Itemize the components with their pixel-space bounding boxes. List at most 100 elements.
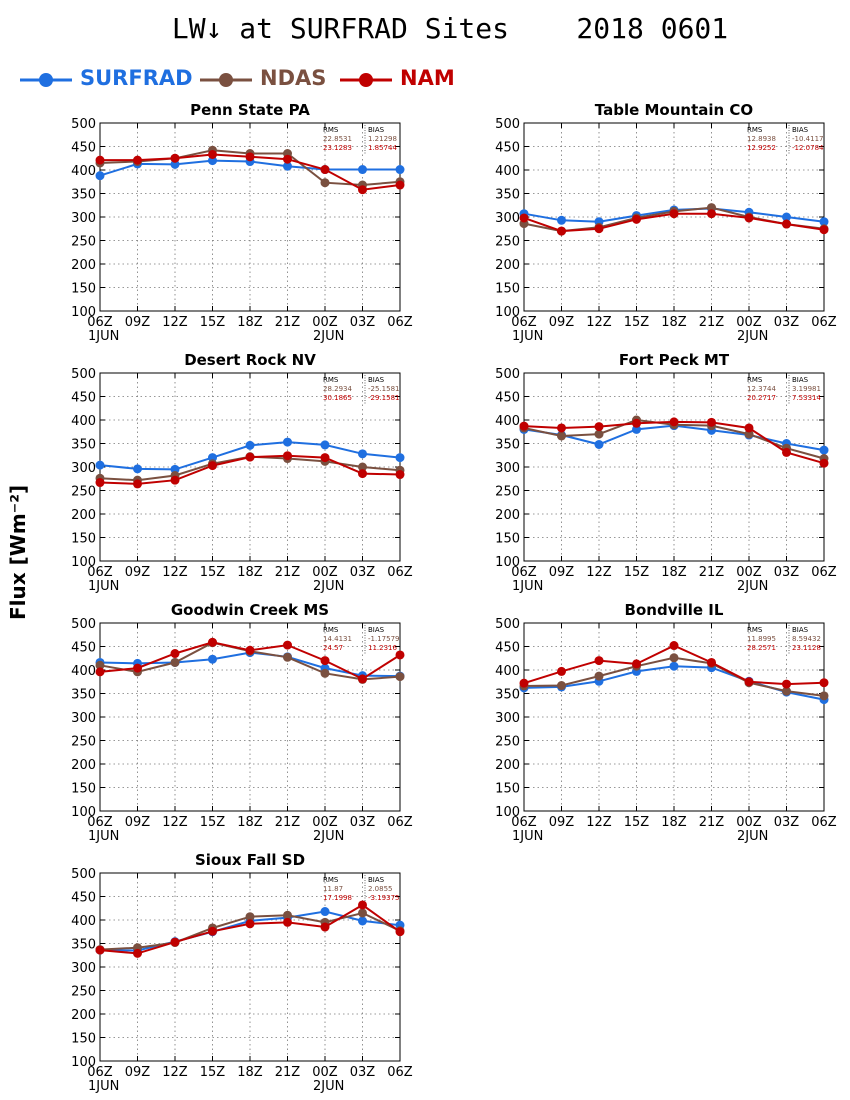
- stats-header-bias: BIAS: [368, 626, 385, 634]
- x-tick-label: 21Z: [275, 315, 301, 330]
- data-point-ndas: [669, 653, 679, 663]
- y-tick-label: 350: [495, 188, 520, 203]
- x-tick-label: 00Z: [312, 815, 338, 830]
- data-point-nam: [320, 453, 330, 463]
- y-tick-label: 500: [71, 617, 96, 632]
- x-tick-label: 03Z: [774, 565, 800, 580]
- x-tick-label: 03Z: [350, 315, 376, 330]
- y-tick-label: 100: [495, 305, 520, 320]
- data-point-ndas: [557, 431, 566, 441]
- data-point-nam: [669, 417, 679, 427]
- stats-header-rms: RMS: [747, 626, 763, 634]
- y-tick-label: 150: [495, 532, 520, 547]
- x-tick-label: 12Z: [586, 565, 612, 580]
- stats-bias-value: 7.53314: [792, 394, 821, 402]
- legend-swatch-surfrad: [20, 73, 72, 87]
- stats-header-rms: RMS: [747, 376, 763, 384]
- y-tick-label: 450: [71, 141, 96, 156]
- x-tick-label: 06Z: [811, 815, 837, 830]
- data-point-nam: [95, 478, 105, 488]
- data-point-nam: [95, 155, 105, 165]
- legend-label-nam: NAM: [400, 66, 455, 90]
- x-tick-label: 00Z: [312, 315, 338, 330]
- stats-bias-value: 11.2316: [368, 644, 397, 652]
- y-tick-label: 350: [71, 188, 96, 203]
- stats-header-bias: BIAS: [792, 376, 809, 384]
- data-point-nam: [95, 667, 105, 677]
- stats-header-bias: BIAS: [368, 376, 385, 384]
- stats-bias-value: -3.19375: [368, 894, 399, 902]
- x-tick-label: 06Z: [511, 315, 537, 330]
- y-tick-label: 250: [495, 235, 520, 250]
- x-day-label-mid: 2JUN: [313, 1079, 344, 1094]
- chart-title: Sioux Fall SD: [195, 851, 305, 869]
- y-tick-label: 200: [71, 258, 96, 273]
- chart-panel-3: Fort Peck MT 100 150 200 250 300 350 400 450 500 0…: [495, 351, 837, 594]
- data-point-ndas: [245, 912, 255, 922]
- stats-header-rms: RMS: [323, 626, 339, 634]
- stats-header-bias: BIAS: [368, 876, 385, 884]
- stats-rms-value: 12.3744: [747, 385, 776, 393]
- y-tick-label: 450: [71, 891, 96, 906]
- y-tick-label: 200: [495, 258, 520, 273]
- stats-bias-value: -10.4117: [792, 135, 823, 143]
- y-tick-label: 300: [71, 211, 96, 226]
- y-tick-label: 200: [495, 758, 520, 773]
- x-tick-label: 06Z: [811, 315, 837, 330]
- data-point-nam: [782, 679, 791, 689]
- chart-title: Table Mountain CO: [595, 101, 753, 119]
- y-tick-label: 500: [71, 867, 96, 882]
- data-point-surfrad: [819, 445, 829, 455]
- stats-bias-value: -1.17579: [368, 635, 399, 643]
- data-point-surfrad: [594, 439, 604, 449]
- stats-bias-value: -12.0784: [792, 144, 824, 152]
- x-tick-label: 00Z: [736, 315, 762, 330]
- data-point-nam: [320, 656, 330, 666]
- y-tick-label: 100: [71, 805, 96, 820]
- x-tick-label: 15Z: [624, 815, 650, 830]
- data-point-nam: [208, 637, 217, 647]
- data-point-nam: [208, 461, 217, 471]
- data-point-surfrad: [320, 440, 330, 450]
- y-tick-label: 100: [71, 305, 96, 320]
- data-point-nam: [819, 458, 829, 468]
- x-tick-label: 15Z: [200, 815, 226, 830]
- x-tick-label: 03Z: [774, 815, 800, 830]
- stats-bias-value: 8.59432: [792, 635, 821, 643]
- data-point-ndas: [594, 429, 604, 439]
- y-tick-label: 300: [495, 711, 520, 726]
- y-tick-label: 350: [71, 938, 96, 953]
- legend-label-ndas: NDAS: [260, 66, 327, 90]
- y-tick-label: 400: [71, 164, 96, 179]
- y-tick-label: 450: [495, 391, 520, 406]
- data-point-nam: [632, 659, 641, 669]
- y-tick-label: 350: [71, 688, 96, 703]
- y-tick-label: 250: [71, 235, 96, 250]
- x-day-label-start: 1JUN: [88, 329, 119, 344]
- stats-rms-value: 11.8995: [747, 635, 776, 643]
- y-tick-label: 300: [71, 461, 96, 476]
- x-tick-label: 12Z: [162, 315, 188, 330]
- y-tick-label: 300: [71, 711, 96, 726]
- x-tick-label: 06Z: [387, 315, 413, 330]
- y-tick-label: 500: [71, 117, 96, 132]
- legend-swatch-ndas: [200, 73, 252, 87]
- stats-rms-value: 12.8938: [747, 135, 776, 143]
- chart-title: Desert Rock NV: [184, 351, 316, 369]
- x-day-label-start: 1JUN: [512, 329, 543, 344]
- data-point-nam: [208, 926, 217, 936]
- data-point-nam: [744, 213, 754, 223]
- stats-rms-value: 11.87: [323, 885, 343, 893]
- data-point-nam: [744, 677, 754, 687]
- data-point-ndas: [320, 668, 330, 678]
- x-tick-label: 06Z: [387, 1065, 413, 1080]
- data-point-nam: [594, 224, 604, 234]
- y-tick-label: 200: [495, 508, 520, 523]
- x-tick-label: 18Z: [237, 1065, 263, 1080]
- data-point-nam: [632, 214, 641, 224]
- y-tick-label: 350: [495, 438, 520, 453]
- x-tick-label: 09Z: [125, 315, 151, 330]
- legend-marker-surfrad: [39, 73, 53, 87]
- stats-bias-value: -25.1581: [368, 385, 399, 393]
- x-tick-label: 03Z: [350, 1065, 376, 1080]
